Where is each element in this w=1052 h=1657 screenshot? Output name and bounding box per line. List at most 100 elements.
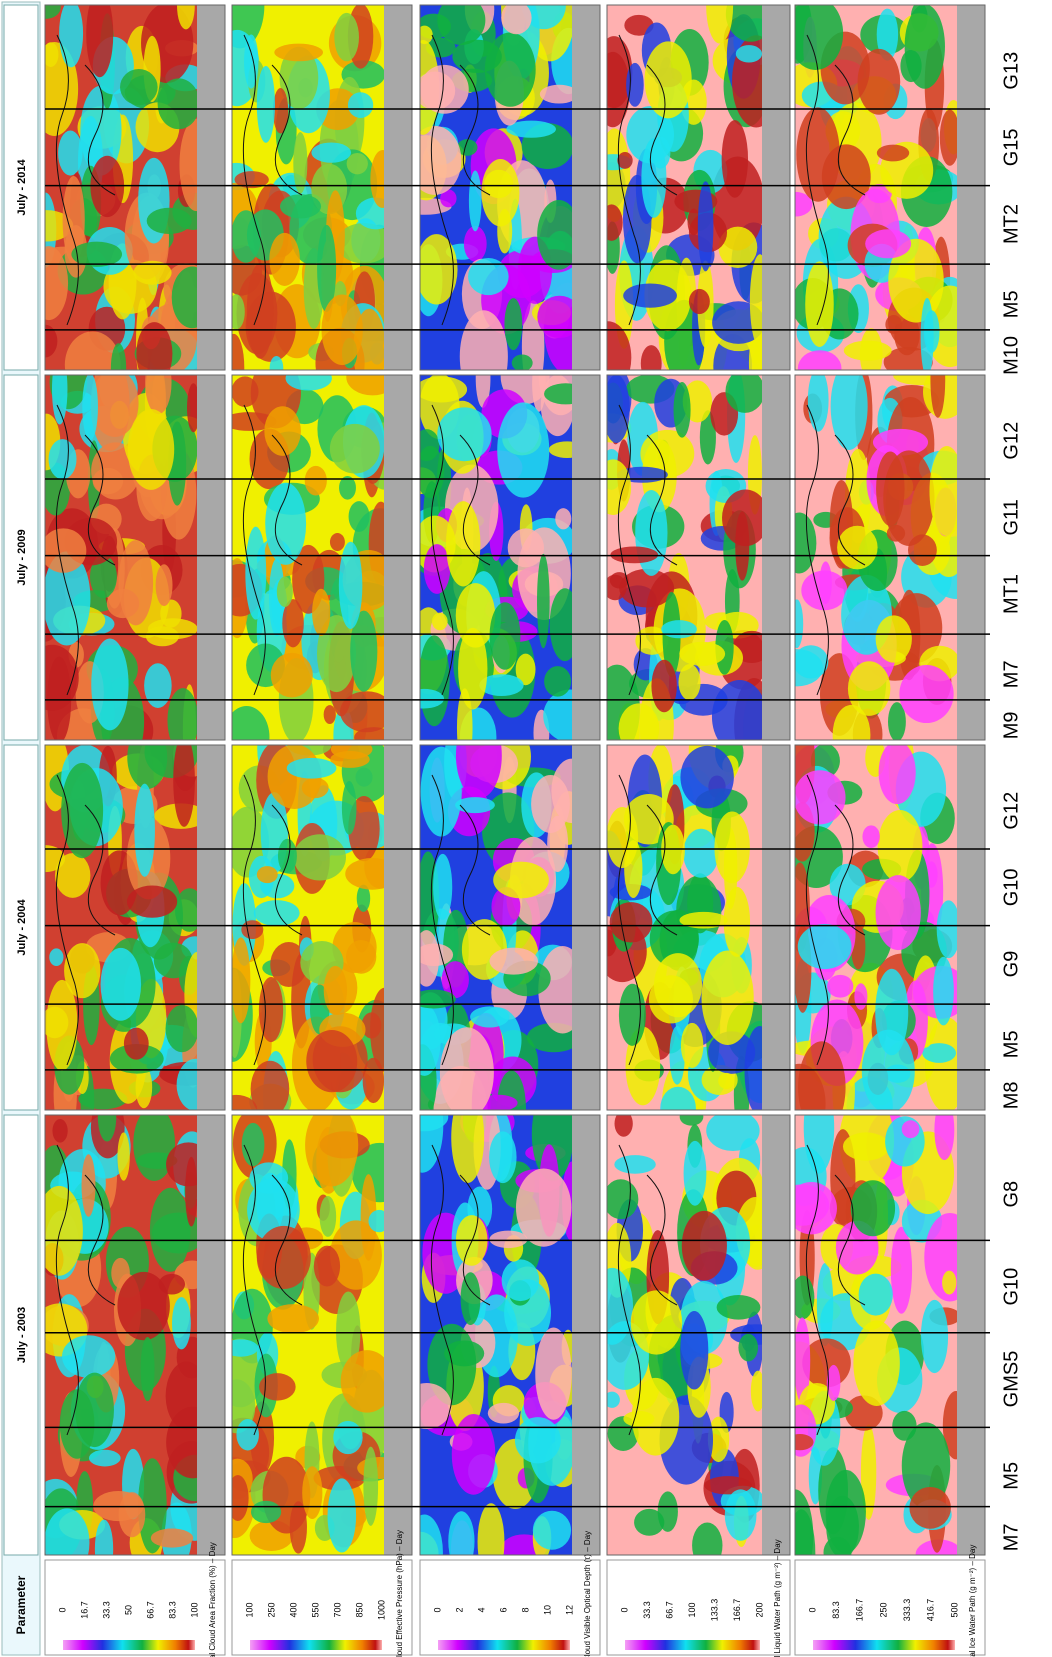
map-blob [49,948,64,967]
map-blob [706,5,734,44]
map-blob [277,838,297,874]
colorbar-tick-label: 83.3 [167,1601,177,1619]
map-blob [333,1420,363,1455]
map-blob [934,1115,955,1161]
map-blob [52,1119,68,1143]
map-image [607,5,790,370]
map-blob [48,439,77,480]
coastline [805,1144,866,1436]
map-blob [688,288,710,315]
map-blob [136,322,173,370]
map-blob [293,834,346,881]
map-blob [493,861,549,899]
map-blob [94,1519,114,1555]
map-blob [680,1311,709,1390]
map-blob [614,1115,633,1137]
map-blob [738,1333,759,1362]
polar-mask [384,745,412,1110]
colorbar-tick-label: 333.3 [902,1599,912,1622]
map-blob [340,1350,394,1413]
map-blob [232,937,251,1024]
map-blob [847,661,891,716]
map-blob [91,638,129,731]
map-blob [860,1424,877,1520]
map-blob [680,1022,704,1068]
map-blob [247,1178,300,1242]
coastline [430,404,491,696]
polar-mask [762,1115,790,1555]
map-panel [231,1114,413,1556]
map-blob [259,1373,296,1401]
map-blob [930,375,946,418]
map-blob [256,65,275,143]
map-blob [826,1364,841,1401]
map-blob [923,310,940,353]
colorbar-tick-label: 10 [542,1605,552,1615]
map-image [45,1115,225,1555]
map-blob [336,1291,361,1372]
map-blob [45,551,91,646]
map-blob [506,120,556,138]
period-header-box [3,4,39,371]
map-blob [89,555,117,599]
satellite-label: G12 [1000,422,1022,460]
colorbar-tick-label: 700 [332,1602,342,1617]
panel-border [794,4,986,371]
map-blob [661,620,697,639]
map-blob [683,828,719,878]
panel-border [606,4,791,371]
polar-mask [197,375,225,740]
polar-mask [762,375,790,740]
panel-border [419,4,601,371]
map-image [607,745,790,1110]
map-blob [256,866,278,884]
colorbar-tick-label: 1000 [376,1600,386,1620]
map-blob [348,501,370,532]
map-blob [680,745,734,809]
map-blob [515,653,536,686]
map-image [795,5,985,370]
map-blob [617,152,633,169]
map-blob [477,1503,505,1555]
map-blob [420,234,458,305]
map-blob [144,663,172,708]
coastline [617,1144,678,1436]
map-blob [489,1230,528,1249]
map-blob [245,526,267,620]
coastline [805,404,866,696]
satellite-label: G10 [1000,1268,1022,1306]
coastline [430,774,491,1066]
map-blob [885,314,903,334]
map-image [420,1115,600,1555]
map-blob [431,612,448,631]
map-blob [232,1475,249,1521]
map-blob [171,1297,191,1350]
map-blob [607,574,627,601]
map-blob [455,797,495,814]
map-panel [419,744,601,1111]
map-blob [117,1132,130,1181]
map-blob [858,1273,893,1316]
colorbar [63,1640,195,1650]
map-blob [82,375,98,441]
colorbar-tick-label: 100 [189,1602,199,1617]
map-blob [340,691,394,733]
map-blob [264,406,301,456]
polar-mask [762,5,790,370]
map-image [232,5,412,370]
map-blob [920,1299,949,1374]
map-blob [607,1267,634,1345]
map-blob [45,324,58,358]
panel-border [794,1114,986,1556]
map-blob [797,350,842,370]
polar-mask [957,375,985,740]
map-blob [441,961,469,999]
map-blob [311,142,352,163]
map-panel [231,744,413,1111]
map-blob [651,659,677,713]
map-blob [837,525,878,570]
map-blob [127,408,175,490]
map-blob [624,840,643,898]
map-blob [716,1295,761,1320]
map-blob [420,64,469,114]
